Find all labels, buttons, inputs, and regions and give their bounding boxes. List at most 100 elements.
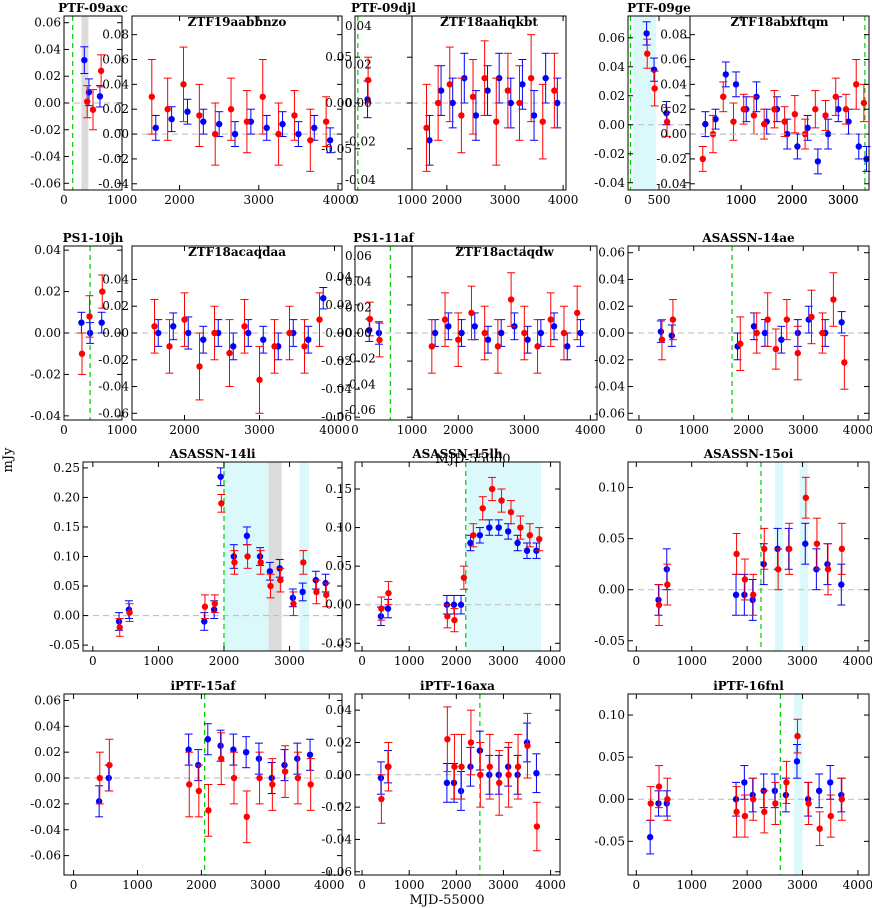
x-tick-label: 2000 bbox=[733, 423, 764, 437]
y-tick-label: -0.04 bbox=[30, 409, 61, 423]
red-point bbox=[774, 566, 782, 573]
blue-point bbox=[299, 588, 306, 596]
blue-point bbox=[170, 323, 177, 330]
red-point bbox=[269, 781, 276, 788]
y-tick-label: 0.06 bbox=[34, 16, 61, 30]
red-point bbox=[291, 112, 298, 119]
axes-frame bbox=[131, 15, 343, 191]
red-point bbox=[699, 155, 706, 163]
y-tick-label: 0.08 bbox=[660, 28, 687, 42]
y-tick-label: -0.02 bbox=[98, 353, 129, 367]
y-tick-label: 0.05 bbox=[53, 579, 80, 593]
panel-0: -0.06 -0.04 -0.02 0.00 0.02 0.04 0.06 0 1000 PTF-… bbox=[30, 1, 137, 207]
red-point bbox=[89, 106, 97, 113]
blue-point bbox=[533, 769, 540, 777]
y-tick-label-right: -0.04 bbox=[345, 377, 376, 391]
red-point bbox=[385, 589, 392, 597]
blue-point bbox=[476, 532, 484, 539]
x-tick-label: 4000 bbox=[314, 878, 345, 892]
red-point bbox=[477, 771, 484, 779]
y-tick-label: -0.04 bbox=[321, 382, 352, 396]
blue-point bbox=[279, 120, 286, 128]
red-point bbox=[783, 316, 791, 323]
y-tick-label: -0.05 bbox=[594, 634, 625, 648]
blue-point bbox=[760, 560, 767, 568]
blue-point bbox=[255, 755, 263, 762]
x-tick-label: 0 bbox=[60, 193, 68, 207]
red-point bbox=[96, 774, 103, 782]
x-tick-label: 3000 bbox=[488, 654, 519, 668]
red-point bbox=[364, 76, 372, 84]
axes-frame bbox=[411, 245, 598, 421]
red-point bbox=[256, 774, 263, 782]
red-point bbox=[218, 755, 225, 762]
x-tick-label: 3000 bbox=[244, 193, 275, 207]
blue-point bbox=[184, 108, 191, 115]
red-point bbox=[644, 50, 651, 57]
blue-point bbox=[472, 112, 480, 119]
blue-point bbox=[217, 473, 224, 480]
red-point bbox=[838, 545, 846, 553]
y-tick-label: -0.04 bbox=[656, 177, 687, 191]
red-point bbox=[181, 316, 188, 323]
red-point bbox=[201, 603, 209, 610]
panel-title: ASASSN-14li bbox=[168, 447, 256, 461]
y-tick-label-right: -0.02 bbox=[345, 135, 376, 149]
blue-point bbox=[266, 568, 274, 575]
red-point bbox=[805, 800, 812, 807]
red-point bbox=[116, 624, 123, 631]
y-tick-label: 0.02 bbox=[34, 745, 61, 759]
y-tick-label: 0.00 bbox=[34, 96, 61, 110]
panel-title: ASASSN-15lh bbox=[411, 447, 503, 461]
panel-10: 0.06 0.04 0.02 0.00 -0.02 -0.04 -0.06 0 1000 2000… bbox=[30, 679, 344, 892]
red-point bbox=[521, 329, 528, 337]
y-tick-label: 0.02 bbox=[102, 102, 129, 116]
y-tick-label: 0.00 bbox=[598, 792, 625, 806]
red-point bbox=[195, 787, 203, 795]
y-tick-label: -0.02 bbox=[594, 147, 625, 161]
blue-point bbox=[443, 779, 451, 787]
red-point bbox=[231, 559, 238, 566]
red-point bbox=[378, 605, 385, 612]
blue-point bbox=[712, 115, 719, 123]
y-tick-label: 0.04 bbox=[660, 77, 687, 91]
y-tick-label: -0.02 bbox=[30, 123, 61, 137]
red-point bbox=[458, 112, 465, 119]
y-tick-label: -0.06 bbox=[321, 865, 352, 879]
red-point bbox=[813, 540, 821, 547]
shade-band bbox=[299, 462, 310, 651]
blue-point bbox=[200, 118, 207, 125]
x-tick-label: 1000 bbox=[676, 878, 707, 892]
y-tick-label: 0.05 bbox=[325, 559, 352, 573]
blue-point bbox=[524, 336, 531, 343]
shade-band bbox=[799, 462, 809, 651]
x-tick-label: 2000 bbox=[186, 878, 217, 892]
x-tick-label: 1000 bbox=[143, 654, 174, 668]
red-point bbox=[441, 316, 449, 323]
blue-point bbox=[426, 137, 433, 144]
blue-point bbox=[646, 833, 654, 841]
inset-title: ZTF18aahqkbt bbox=[440, 15, 538, 29]
blue-point bbox=[778, 336, 785, 343]
red-point bbox=[259, 93, 266, 100]
y-tick-label: 0.02 bbox=[598, 299, 625, 313]
blue-point bbox=[793, 758, 801, 765]
red-point bbox=[771, 106, 778, 113]
y-tick-label-right: -0.06 bbox=[345, 403, 376, 417]
red-point bbox=[753, 329, 760, 337]
red-point bbox=[764, 316, 771, 323]
x-tick-label: 2000 bbox=[164, 193, 195, 207]
red-point bbox=[783, 779, 790, 786]
red-point bbox=[750, 591, 757, 599]
red-point bbox=[106, 761, 113, 769]
red-point bbox=[444, 736, 451, 743]
red-point bbox=[794, 349, 801, 357]
y-tick-label-right: 0.02 bbox=[345, 300, 372, 314]
inset-title: ZTF18actaqdw bbox=[455, 245, 554, 259]
red-point bbox=[526, 532, 534, 539]
blue-point bbox=[855, 143, 862, 150]
panel-title: PS1-10jh bbox=[63, 231, 124, 245]
red-point bbox=[243, 813, 250, 821]
red-point bbox=[761, 545, 768, 553]
